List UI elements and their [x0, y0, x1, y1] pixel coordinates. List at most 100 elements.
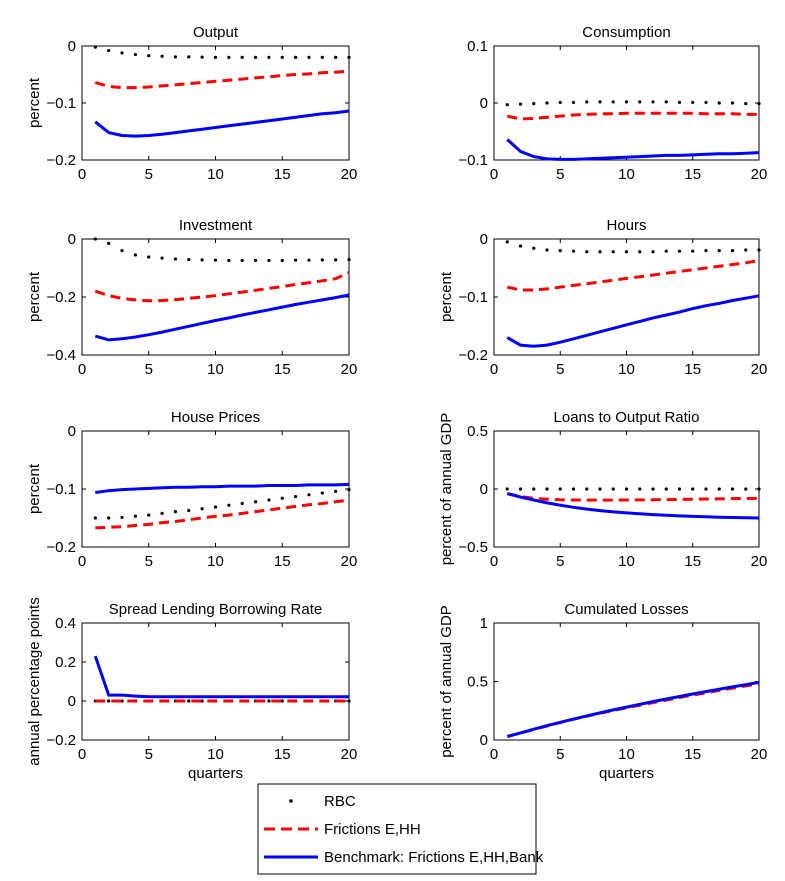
x-tick-label: 0 [78, 553, 86, 570]
data-point [757, 487, 761, 491]
data-point [704, 249, 708, 253]
data-point [240, 258, 244, 263]
data-point [160, 54, 164, 58]
data-point [200, 507, 204, 511]
data-point [730, 101, 735, 105]
data-point [704, 487, 708, 491]
x-tick-label: 15 [684, 361, 701, 378]
panel-title: Investment [179, 217, 253, 234]
x-tick-label: 20 [751, 361, 768, 378]
data-point [611, 250, 615, 254]
x-tick-label: 5 [145, 361, 153, 378]
x-tick-label: 5 [145, 553, 153, 570]
legend: RBC Frictions E,HH Benchmark: Frictions E,… [257, 783, 544, 875]
data-point [347, 55, 351, 60]
y-tick-label: −0.5 [458, 539, 488, 556]
data-point [120, 515, 124, 520]
data-point [571, 487, 576, 491]
series-rbc [93, 237, 351, 263]
data-point [730, 487, 735, 491]
x-tick-label: 10 [207, 746, 224, 763]
data-point [624, 100, 629, 104]
data-point [691, 100, 695, 105]
data-point [691, 487, 695, 491]
data-point [651, 250, 655, 254]
data-point [187, 699, 191, 703]
data-point [532, 487, 536, 491]
data-point [173, 257, 178, 261]
data-point [651, 487, 655, 491]
x-tick-label: 20 [751, 553, 768, 570]
panel-title: Cumulated Losses [564, 601, 688, 618]
data-point [320, 258, 324, 262]
y-tick-label: 0 [480, 481, 488, 498]
data-point [757, 248, 761, 252]
x-axis-label: quarters [188, 765, 243, 782]
data-point [677, 100, 682, 105]
data-point [200, 258, 204, 262]
x-tick-label: 10 [618, 746, 635, 763]
data-point [730, 249, 735, 253]
y-tick-label: 0 [68, 423, 76, 440]
x-tick-label: 5 [556, 361, 564, 378]
data-point [280, 55, 284, 60]
data-point [677, 249, 682, 253]
data-point [664, 100, 668, 104]
data-point [187, 257, 191, 262]
series-line-frictions-e-hh [506, 682, 760, 738]
data-point [677, 487, 682, 491]
data-point [187, 508, 191, 513]
data-point [585, 250, 589, 254]
y-tick-label: −0.4 [46, 347, 76, 364]
data-point [267, 258, 271, 263]
x-tick-label: 15 [684, 553, 701, 570]
data-point [585, 100, 589, 104]
series-rbc [505, 100, 761, 107]
series-line-frictions-e-hh [94, 69, 350, 90]
x-tick-label: 20 [341, 553, 358, 570]
data-point [187, 55, 191, 59]
y-tick-label: −0.1 [458, 289, 488, 306]
data-point [717, 249, 721, 253]
series-rbc [505, 240, 761, 254]
series-line-benchmark-frictions-e-hh-bank [506, 294, 760, 348]
y-tick-label: −0.1 [458, 152, 488, 169]
data-point [532, 101, 536, 106]
y-axis-label: percent of annual GDP [438, 605, 455, 758]
data-point [334, 55, 338, 60]
x-tick-label: 10 [207, 553, 224, 570]
data-point [213, 55, 218, 60]
data-point [691, 249, 695, 253]
data-point [120, 51, 124, 55]
data-point [267, 55, 271, 60]
series-line-frictions-e-hh [506, 111, 759, 121]
x-tick-label: 0 [490, 361, 498, 378]
x-tick-label: 20 [751, 166, 768, 183]
series-line-frictions-e-hh [95, 498, 350, 530]
data-point [558, 249, 562, 253]
data-point [253, 55, 258, 60]
y-tick-label: 0.5 [467, 674, 488, 691]
data-point [227, 258, 231, 263]
data-point [571, 249, 576, 253]
series-rbc [93, 487, 351, 520]
chart-panel-spread-lending-borrowing-rate: Spread Lending Borrowing Rate 0 5 10 15 20 −0.… [26, 597, 357, 782]
data-point [347, 699, 351, 703]
x-tick-label: 15 [274, 746, 291, 763]
data-point [624, 487, 629, 491]
data-point [611, 100, 615, 104]
data-point [93, 516, 97, 520]
data-point [651, 100, 655, 104]
x-tick-label: 15 [274, 166, 291, 183]
y-axis-label: percent [26, 463, 43, 514]
y-tick-label: 0 [480, 231, 488, 248]
x-tick-label: 10 [207, 361, 224, 378]
y-axis-label: percent [26, 271, 43, 322]
y-tick-label: −0.2 [46, 289, 76, 306]
y-tick-label: 0.4 [55, 615, 76, 632]
x-tick-label: 15 [274, 361, 291, 378]
data-point [280, 496, 284, 500]
data-point [200, 699, 204, 703]
data-point [133, 52, 137, 57]
data-point [294, 258, 298, 262]
